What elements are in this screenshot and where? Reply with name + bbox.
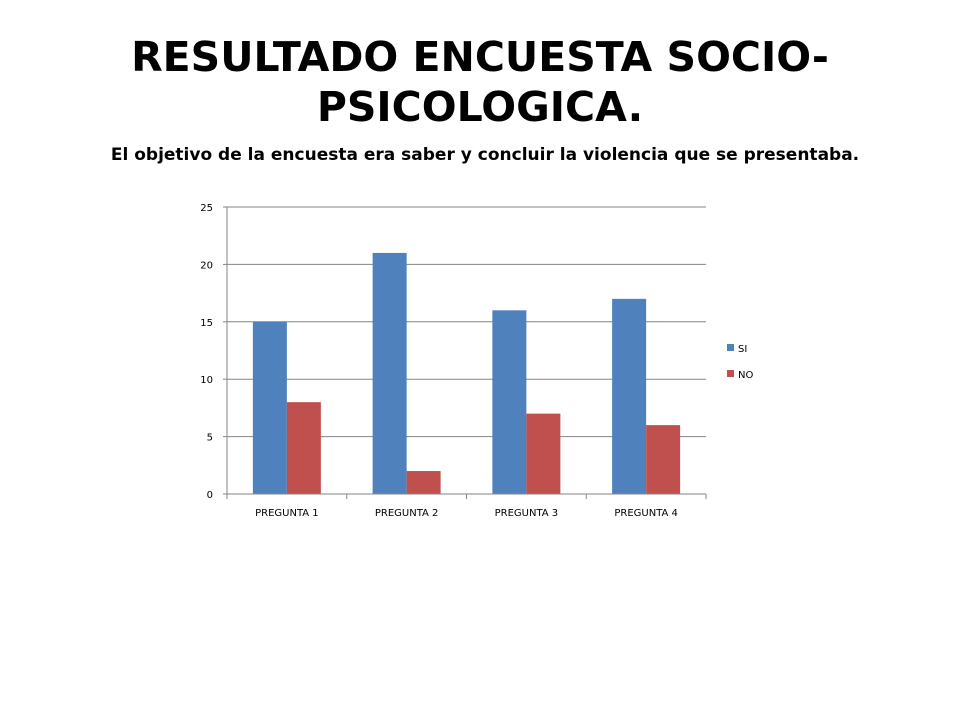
bars [252,252,681,494]
y-tick-label: 10 [200,375,213,386]
legend-label-si: SI [738,344,747,355]
x-axis-ticks: PREGUNTA 1 PREGUNTA 2 PREGUNTA 3 PREGUNTA 4 [255,508,678,519]
bar-no-4 [646,425,681,494]
bar-si-4 [612,298,647,494]
legend-swatch-no [727,370,734,377]
y-axis-ticks: 0 5 10 15 20 25 [200,203,213,501]
y-tick-label: 20 [200,260,213,271]
x-tick-label: PREGUNTA 4 [614,508,678,519]
bar-si-3 [492,310,527,494]
x-tick-label: PREGUNTA 2 [375,508,439,519]
y-tick-label: 0 [207,490,213,501]
slide-title: RESULTADO ENCUESTA SOCIO-PSICOLOGICA. [131,33,829,131]
axes [223,206,707,499]
legend-swatch-si [727,344,734,351]
y-tick-label: 25 [200,203,213,214]
y-tick-label: 15 [200,318,213,329]
x-tick-label: PREGUNTA 3 [495,508,559,519]
bar-si-2 [372,252,407,494]
legend-label-no: NO [738,370,753,381]
bar-no-3 [526,413,561,494]
slide-subtitle: El objetivo de la encuesta era saber y c… [110,145,860,165]
bar-si-1 [252,321,287,494]
bar-no-2 [406,471,441,494]
y-tick-label: 5 [207,433,213,444]
bar-no-1 [286,402,321,494]
x-tick-label: PREGUNTA 1 [255,508,319,519]
legend: SI NO [727,344,753,381]
